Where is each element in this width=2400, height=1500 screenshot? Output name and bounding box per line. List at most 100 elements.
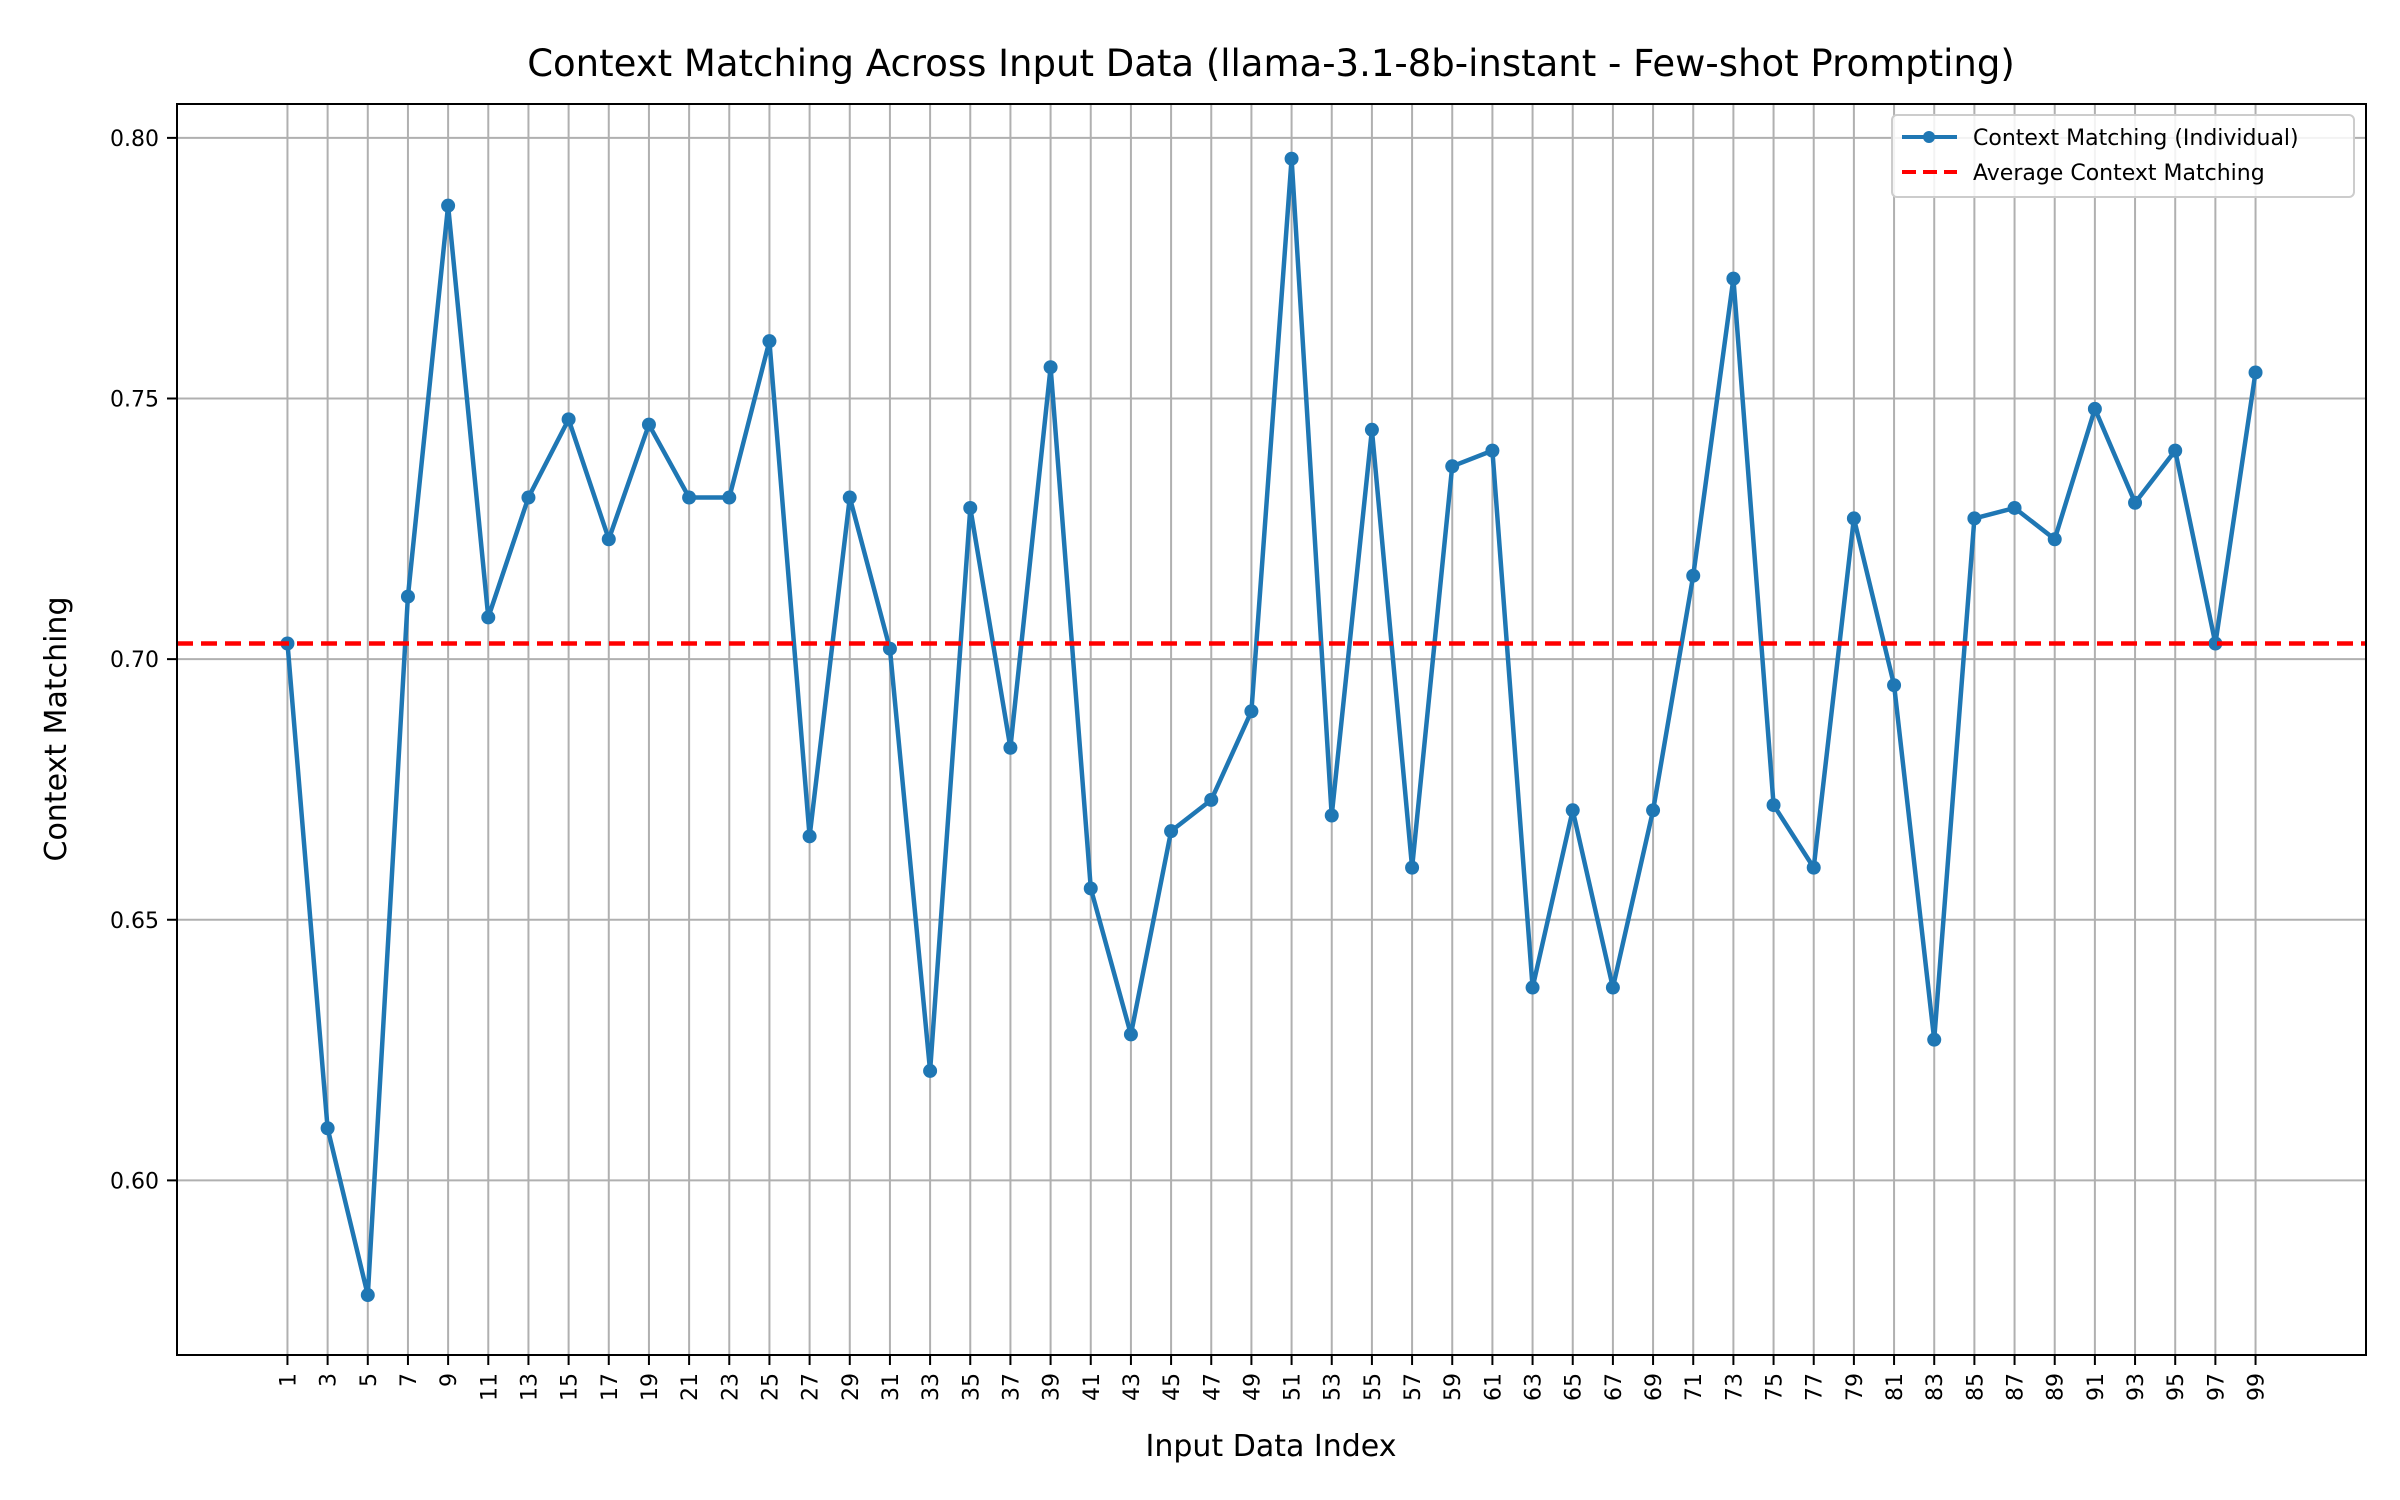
data-point [2128, 495, 2143, 510]
x-tick-label: 15 [558, 1373, 583, 1401]
x-tick-label: 21 [678, 1373, 703, 1401]
x-axis-label: Input Data Index [1146, 1429, 1397, 1464]
data-point [682, 490, 697, 505]
x-tick-label: 45 [1160, 1373, 1185, 1401]
data-point [1405, 860, 1420, 875]
x-tick-label: 71 [1682, 1373, 1707, 1401]
x-tick-label: 19 [638, 1373, 663, 1401]
x-tick-label: 37 [999, 1373, 1024, 1401]
x-tick-label: 35 [959, 1373, 984, 1401]
x-tick-label: 27 [799, 1373, 824, 1401]
x-tick-label: 53 [1321, 1373, 1346, 1401]
x-tick-label: 47 [1200, 1373, 1225, 1401]
data-point [1887, 678, 1902, 693]
y-tick-label: 0.80 [110, 127, 159, 152]
legend-individual-marker [1923, 131, 1935, 143]
x-tick-label: 79 [1843, 1373, 1868, 1401]
chart-title: Context Matching Across Input Data (llam… [527, 42, 2015, 85]
x-tick-label: 81 [1883, 1373, 1908, 1401]
series-layer [177, 151, 2366, 1303]
data-point [2087, 401, 2102, 416]
data-point [441, 198, 456, 213]
x-tick-label: 3 [317, 1373, 342, 1387]
plot-frame [176, 103, 2367, 1356]
data-point [963, 500, 978, 515]
data-point [1164, 824, 1179, 839]
data-point [1364, 422, 1379, 437]
x-tick-label: 69 [1642, 1373, 1667, 1401]
x-tick-label: 95 [2164, 1373, 2189, 1401]
data-point [1967, 511, 1982, 526]
x-tick-label: 17 [598, 1373, 623, 1401]
data-point [1605, 980, 1620, 995]
series-line-individual [285, 156, 2258, 1298]
data-point [1123, 1027, 1138, 1042]
data-point [1003, 740, 1018, 755]
x-tick-label: 41 [1080, 1373, 1105, 1401]
data-point [1083, 881, 1098, 896]
legend: Context Matching (Individual) Average Co… [1891, 114, 2355, 198]
x-tick-label: 73 [1722, 1373, 1747, 1401]
data-point [2248, 365, 2263, 380]
legend-box [1891, 114, 2355, 198]
y-tick-label: 0.65 [110, 909, 159, 934]
data-point [1043, 360, 1058, 375]
data-point [1646, 803, 1661, 818]
data-point [1324, 808, 1339, 823]
data-point [923, 1063, 938, 1078]
grid [177, 104, 2366, 1355]
x-tick-label: 67 [1602, 1373, 1627, 1401]
data-point [360, 1288, 375, 1303]
data-point [601, 532, 616, 547]
x-tick-label: 97 [2204, 1373, 2229, 1401]
x-tick-label: 39 [1040, 1373, 1065, 1401]
x-tick-label: 31 [879, 1373, 904, 1401]
data-point [1927, 1032, 1942, 1047]
x-tick-label: 7 [397, 1373, 422, 1387]
data-point [1806, 860, 1821, 875]
x-tick-label: 57 [1401, 1373, 1426, 1401]
x-tick-label: 23 [718, 1373, 743, 1401]
x-tick-label: 83 [1923, 1373, 1948, 1401]
x-tick-label: 1 [276, 1373, 301, 1387]
data-point [1846, 511, 1861, 526]
x-tick-label: 43 [1120, 1373, 1145, 1401]
x-tick-label: 9 [437, 1373, 462, 1387]
y-tick-label: 0.60 [110, 1169, 159, 1194]
data-point [1445, 459, 1460, 474]
x-tick-label: 61 [1481, 1373, 1506, 1401]
data-point [481, 610, 496, 625]
x-tick-label: 49 [1240, 1373, 1265, 1401]
data-point [641, 417, 656, 432]
x-tick-label: 85 [1963, 1373, 1988, 1401]
data-point [1565, 803, 1580, 818]
x-tick-label: 91 [2084, 1373, 2109, 1401]
x-tick-label: 13 [517, 1373, 542, 1401]
data-point [400, 589, 415, 604]
x-tick-label: 51 [1281, 1373, 1306, 1401]
data-point [842, 490, 857, 505]
data-point [1525, 980, 1540, 995]
data-point [762, 334, 777, 349]
y-axis-label: Context Matching [39, 597, 74, 862]
x-tick-label: 65 [1562, 1373, 1587, 1401]
x-tick-label: 87 [2004, 1373, 2029, 1401]
x-tick-label: 11 [477, 1373, 502, 1401]
x-tick-label: 55 [1361, 1373, 1386, 1401]
data-point [2007, 500, 2022, 515]
y-tick-label: 0.75 [110, 388, 159, 413]
data-point [2208, 636, 2223, 651]
data-point [2168, 443, 2183, 458]
x-tick-label: 93 [2124, 1373, 2149, 1401]
data-point [722, 490, 737, 505]
data-point [1204, 792, 1219, 807]
data-point [1766, 798, 1781, 813]
x-tick-label: 77 [1803, 1373, 1828, 1401]
ticks: 1 3 5 7 9 11 13 15 17 19 21 23 25 27 29 31 33 35 37 39 41 43 4… [110, 127, 2270, 1401]
legend-average-label: Average Context Matching [1973, 161, 2265, 186]
x-tick-label: 75 [1763, 1373, 1788, 1401]
x-tick-label: 63 [1522, 1373, 1547, 1401]
x-tick-label: 59 [1441, 1373, 1466, 1401]
